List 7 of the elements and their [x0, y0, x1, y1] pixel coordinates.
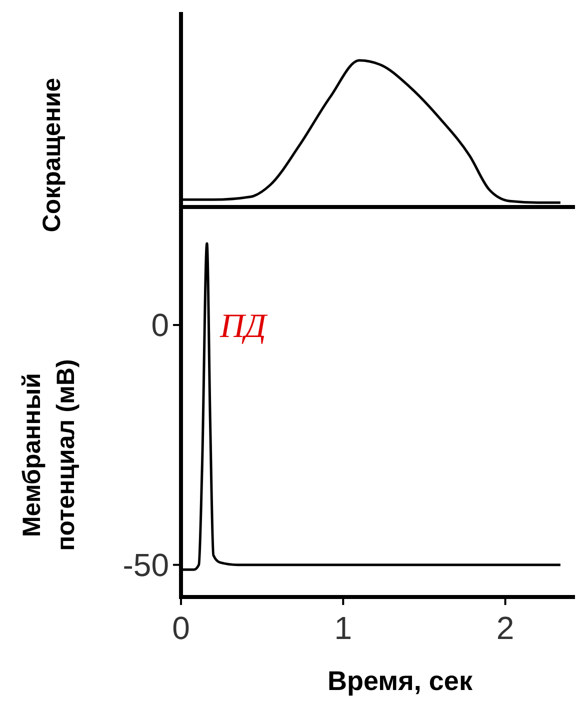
y-tick-label: -50 [122, 547, 169, 584]
annotation: ПД [219, 308, 269, 345]
x-tick-label: 1 [334, 610, 352, 646]
y-axis-title: Сокращение [38, 78, 66, 232]
x-axis-title: Время, сек [328, 666, 473, 696]
x-tick-label: 2 [496, 610, 514, 646]
y-axis-title: Мембранный потенциал (мВ) [18, 359, 80, 551]
